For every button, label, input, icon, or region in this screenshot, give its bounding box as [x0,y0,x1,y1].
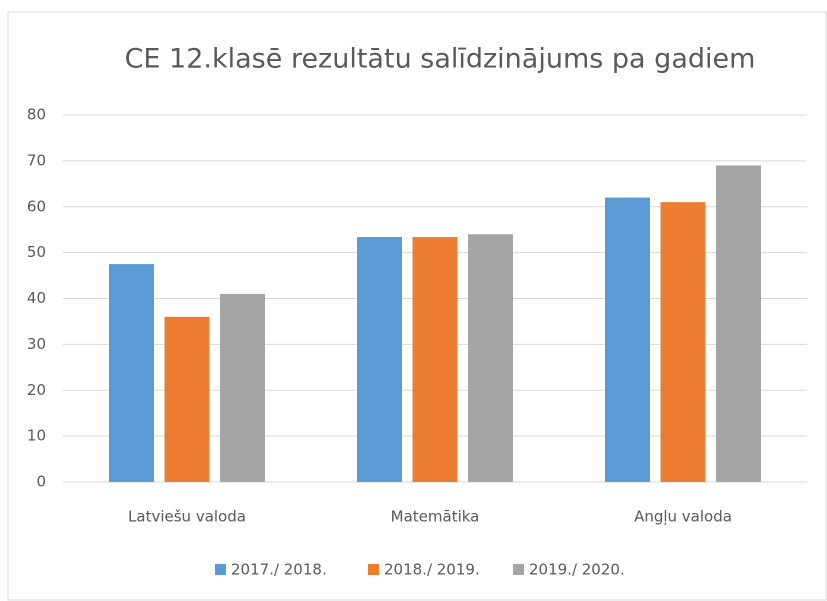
bar [412,237,458,482]
y-tick-label: 80 [27,106,46,124]
bar [109,264,154,482]
y-tick-label: 70 [27,151,46,169]
bar [716,165,761,482]
bar [357,237,402,482]
bar [164,316,210,482]
y-tick-label: 20 [27,381,46,399]
y-tick-label: 50 [27,243,46,261]
legend-swatch [368,564,379,575]
x-tick-label: Matemātika [391,508,480,526]
bar [605,197,650,482]
bar [660,202,706,482]
y-tick-label: 60 [27,197,46,215]
bar [220,293,265,482]
chart-title: CE 12.klasē rezultātu salīdzinājums pa g… [125,44,756,75]
x-tick-label: Angļu valoda [634,508,732,526]
y-tick-label: 30 [27,335,46,353]
legend-swatch [513,564,524,575]
legend-label: 2018./ 2019. [384,561,480,579]
x-tick-label: Latviešu valoda [128,508,246,526]
y-tick-label: 40 [27,289,46,307]
legend-label: 2019./ 2020. [529,561,625,579]
legend-label: 2017./ 2018. [231,561,327,579]
bar [468,234,513,482]
legend-swatch [215,564,226,575]
y-tick-label: 0 [36,473,46,491]
y-tick-label: 10 [27,427,46,445]
